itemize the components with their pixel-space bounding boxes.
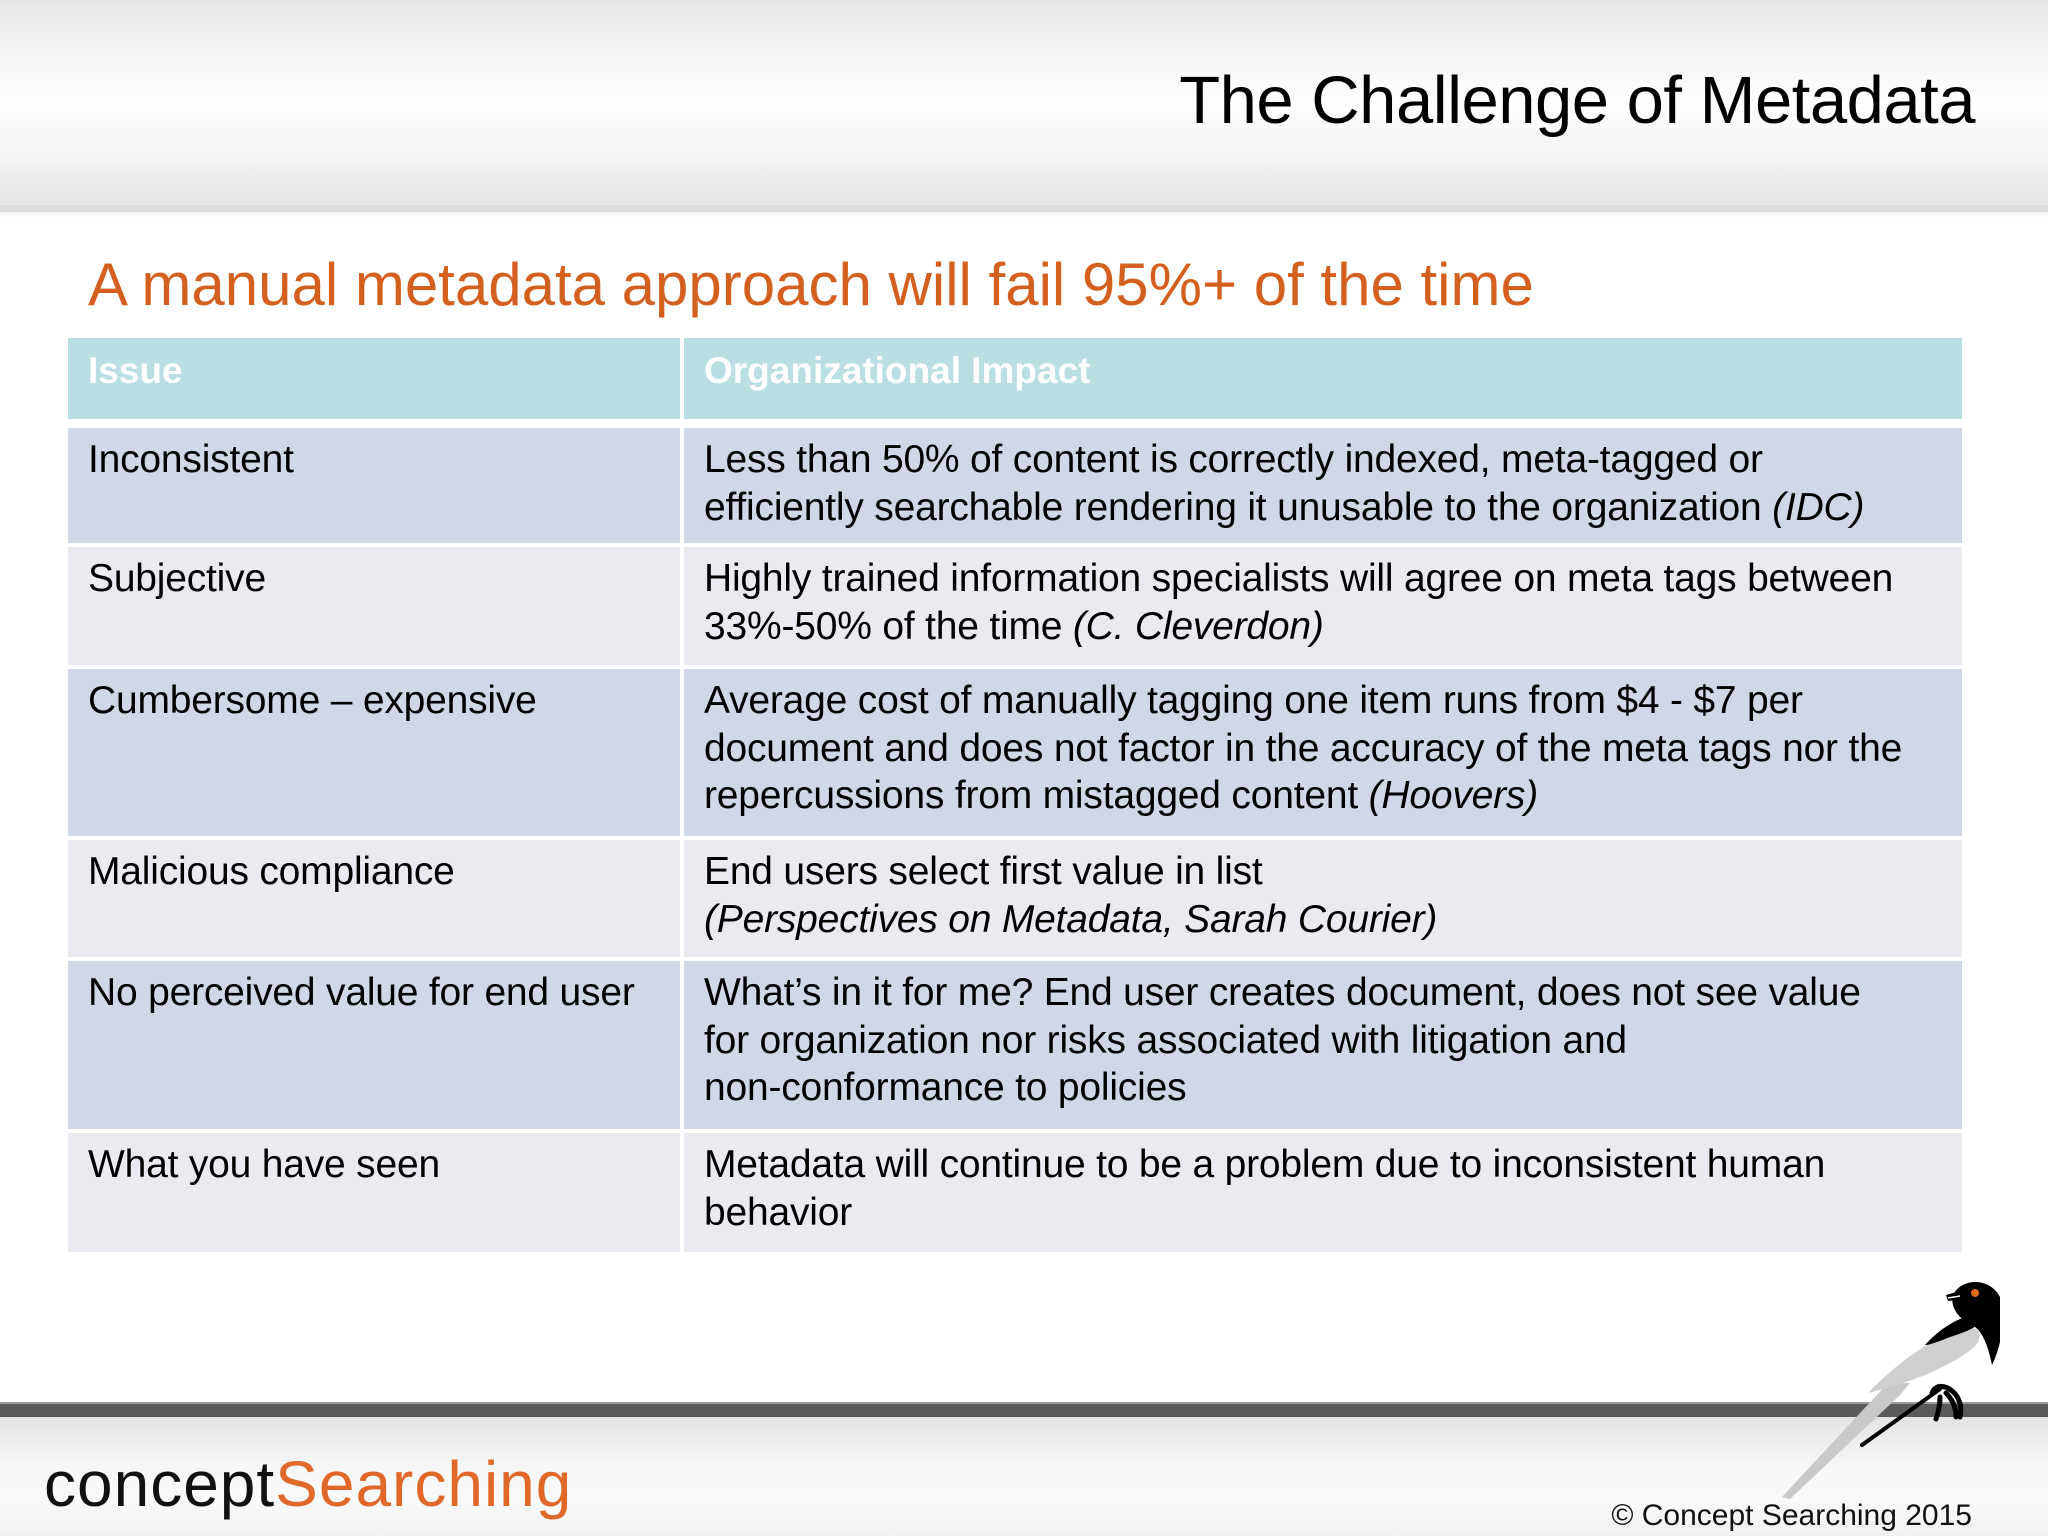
issue-text: What you have seen	[88, 1143, 440, 1186]
impact-cell: Metadata will continue to be a problem d…	[684, 1133, 1962, 1252]
header-cell-issue: Issue	[68, 338, 680, 419]
impact-cell: What’s in it for me? End user creates do…	[684, 961, 1962, 1129]
impact-cell: Highly trained information specialists w…	[684, 547, 1962, 665]
issue-text: Inconsistent	[88, 438, 294, 481]
issue-cell: Inconsistent	[68, 428, 680, 543]
header-issue-label: Issue	[88, 350, 183, 391]
issue-cell: Cumbersome – expensive	[68, 669, 680, 836]
impact-text: What’s in it for me? End user creates do…	[704, 971, 1861, 1109]
issue-text: Malicious compliance	[88, 850, 455, 893]
table-header-row: Issue Organizational Impact	[68, 338, 1962, 419]
logo-searching: Searching	[275, 1448, 573, 1520]
citation: (Perspectives on Metadata, Sarah Courier…	[704, 897, 1438, 941]
table-row: Subjective Highly trained information sp…	[68, 547, 1962, 665]
impact-text: End users select first value in list (Pe…	[704, 850, 1438, 941]
copyright-text: © Concept Searching 2015	[1611, 1499, 1972, 1532]
logo-concept: concept	[44, 1448, 276, 1520]
header-band	[0, 0, 2048, 205]
impact-cell: Average cost of manually tagging one ite…	[684, 669, 1962, 836]
slide-title: The Challenge of Metadata	[1179, 63, 1975, 138]
footer-divider-bar	[0, 1402, 2048, 1417]
header-divider	[0, 205, 2048, 212]
citation: (IDC)	[1772, 485, 1865, 529]
table-row: What you have seen Metadata will continu…	[68, 1133, 1962, 1252]
issue-cell: Subjective	[68, 547, 680, 665]
citation: (Hoovers)	[1368, 774, 1539, 817]
footer-band	[0, 1417, 2048, 1536]
table-row: Cumbersome – expensive Average cost of m…	[68, 669, 1962, 836]
impact-text: Less than 50% of content is correctly in…	[704, 438, 1865, 529]
impact-text: Highly trained information specialists w…	[704, 557, 1894, 648]
slide-subtitle: A manual metadata approach will fail 95%…	[88, 251, 1534, 318]
table-row: Malicious compliance End users select fi…	[68, 840, 1962, 957]
magpie-logo-icon	[1782, 1282, 2000, 1499]
header-cell-impact: Organizational Impact	[684, 338, 1962, 419]
issue-text: No perceived value for end user	[88, 971, 635, 1014]
issue-cell: No perceived value for end user	[68, 961, 680, 1129]
issue-text: Cumbersome – expensive	[88, 679, 537, 722]
issue-cell: What you have seen	[68, 1133, 680, 1252]
issue-text: Subjective	[88, 557, 266, 600]
header-shadow	[0, 212, 2048, 218]
impact-cell: Less than 50% of content is correctly in…	[684, 428, 1962, 543]
table-row: Inconsistent Less than 50% of content is…	[68, 428, 1962, 543]
header-impact-label: Organizational Impact	[704, 350, 1091, 391]
table-row: No perceived value for end user What’s i…	[68, 961, 1962, 1129]
issue-cell: Malicious compliance	[68, 840, 680, 957]
citation: (C. Cleverdon)	[1072, 604, 1324, 648]
impact-text: Metadata will continue to be a problem d…	[704, 1143, 1826, 1234]
impact-cell: End users select first value in list (Pe…	[684, 840, 1962, 957]
impact-text: Average cost of manually tagging one ite…	[704, 679, 1903, 817]
concept-searching-logo: conceptSearching	[44, 1446, 572, 1522]
